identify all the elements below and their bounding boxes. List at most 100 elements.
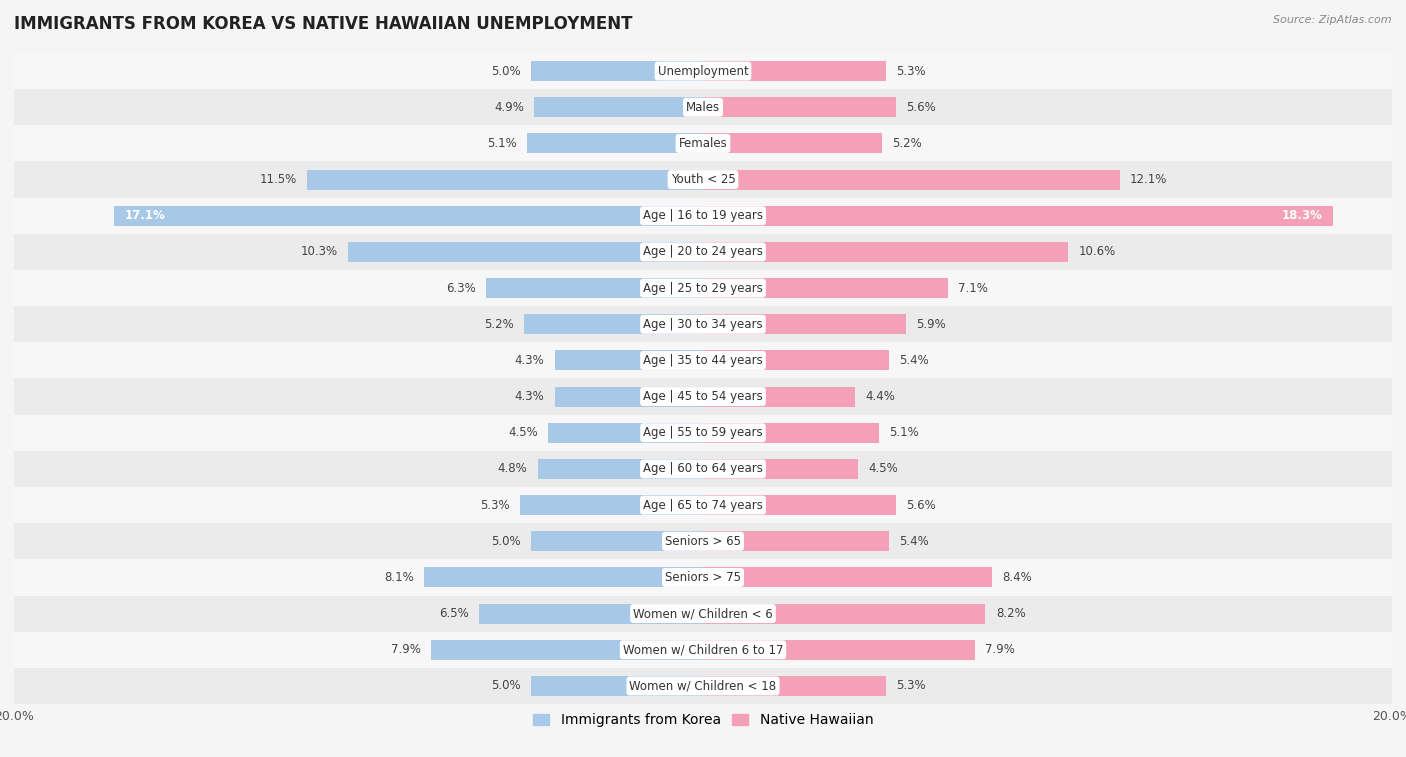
Bar <box>703 459 858 479</box>
Text: 5.6%: 5.6% <box>907 101 936 114</box>
Text: Females: Females <box>679 137 727 150</box>
Text: 5.6%: 5.6% <box>907 499 936 512</box>
Bar <box>14 270 1392 306</box>
Bar <box>703 676 886 696</box>
Text: 12.1%: 12.1% <box>1130 173 1167 186</box>
Bar <box>531 61 703 81</box>
Text: 7.1%: 7.1% <box>957 282 988 294</box>
Text: 4.8%: 4.8% <box>498 463 527 475</box>
Text: Age | 55 to 59 years: Age | 55 to 59 years <box>643 426 763 439</box>
Bar <box>430 640 703 659</box>
Text: 5.0%: 5.0% <box>491 680 520 693</box>
Text: Unemployment: Unemployment <box>658 64 748 77</box>
Text: Seniors > 75: Seniors > 75 <box>665 571 741 584</box>
Text: 6.5%: 6.5% <box>439 607 468 620</box>
Text: 7.9%: 7.9% <box>986 643 1015 656</box>
Text: 5.4%: 5.4% <box>900 534 929 548</box>
Bar <box>14 53 1392 89</box>
Text: 5.3%: 5.3% <box>896 64 925 77</box>
Text: 4.4%: 4.4% <box>865 390 894 403</box>
Bar <box>14 234 1392 270</box>
Text: 4.5%: 4.5% <box>869 463 898 475</box>
Bar <box>703 603 986 624</box>
Bar <box>527 133 703 154</box>
Text: 4.3%: 4.3% <box>515 354 544 367</box>
Bar <box>703 278 948 298</box>
Bar <box>14 198 1392 234</box>
Text: Age | 65 to 74 years: Age | 65 to 74 years <box>643 499 763 512</box>
Bar <box>703 495 896 515</box>
Bar <box>531 531 703 551</box>
Text: 5.9%: 5.9% <box>917 318 946 331</box>
Text: 18.3%: 18.3% <box>1282 209 1323 223</box>
Text: 4.3%: 4.3% <box>515 390 544 403</box>
Bar <box>703 423 879 443</box>
Bar <box>14 523 1392 559</box>
Bar <box>14 126 1392 161</box>
Text: 17.1%: 17.1% <box>124 209 165 223</box>
Bar <box>14 631 1392 668</box>
Text: 5.3%: 5.3% <box>481 499 510 512</box>
Text: 4.5%: 4.5% <box>508 426 537 439</box>
Bar <box>537 459 703 479</box>
Text: Age | 60 to 64 years: Age | 60 to 64 years <box>643 463 763 475</box>
Text: Youth < 25: Youth < 25 <box>671 173 735 186</box>
Text: Age | 35 to 44 years: Age | 35 to 44 years <box>643 354 763 367</box>
Text: Age | 16 to 19 years: Age | 16 to 19 years <box>643 209 763 223</box>
Bar <box>703 133 882 154</box>
Text: 5.1%: 5.1% <box>488 137 517 150</box>
Text: 5.1%: 5.1% <box>889 426 918 439</box>
Bar <box>14 415 1392 451</box>
Text: 7.9%: 7.9% <box>391 643 420 656</box>
Bar <box>703 61 886 81</box>
Text: Age | 20 to 24 years: Age | 20 to 24 years <box>643 245 763 258</box>
Bar <box>14 306 1392 342</box>
Bar <box>703 98 896 117</box>
Text: 5.4%: 5.4% <box>900 354 929 367</box>
Text: 5.2%: 5.2% <box>893 137 922 150</box>
Text: 5.2%: 5.2% <box>484 318 513 331</box>
Bar <box>479 603 703 624</box>
Bar <box>14 89 1392 126</box>
Bar <box>349 242 703 262</box>
Bar <box>14 487 1392 523</box>
Text: 4.9%: 4.9% <box>494 101 524 114</box>
Bar <box>114 206 703 226</box>
Text: 5.0%: 5.0% <box>491 534 520 548</box>
Text: 5.0%: 5.0% <box>491 64 520 77</box>
Bar <box>703 350 889 370</box>
Bar <box>555 350 703 370</box>
Text: Women w/ Children < 18: Women w/ Children < 18 <box>630 680 776 693</box>
Text: 8.2%: 8.2% <box>995 607 1025 620</box>
Text: Women w/ Children 6 to 17: Women w/ Children 6 to 17 <box>623 643 783 656</box>
Bar <box>14 596 1392 631</box>
Text: 8.4%: 8.4% <box>1002 571 1032 584</box>
Text: 6.3%: 6.3% <box>446 282 475 294</box>
Bar <box>703 568 993 587</box>
Text: Source: ZipAtlas.com: Source: ZipAtlas.com <box>1274 15 1392 25</box>
Text: Age | 30 to 34 years: Age | 30 to 34 years <box>643 318 763 331</box>
Bar <box>14 668 1392 704</box>
Bar <box>703 242 1069 262</box>
Bar <box>703 206 1333 226</box>
Legend: Immigrants from Korea, Native Hawaiian: Immigrants from Korea, Native Hawaiian <box>527 708 879 733</box>
Bar <box>486 278 703 298</box>
Bar <box>531 676 703 696</box>
Bar <box>14 451 1392 487</box>
Bar <box>703 314 907 334</box>
Bar <box>425 568 703 587</box>
Bar <box>703 170 1119 189</box>
Text: IMMIGRANTS FROM KOREA VS NATIVE HAWAIIAN UNEMPLOYMENT: IMMIGRANTS FROM KOREA VS NATIVE HAWAIIAN… <box>14 15 633 33</box>
Text: 5.3%: 5.3% <box>896 680 925 693</box>
Bar <box>307 170 703 189</box>
Text: 10.6%: 10.6% <box>1078 245 1116 258</box>
Bar <box>14 161 1392 198</box>
Bar <box>14 559 1392 596</box>
Bar <box>703 387 855 407</box>
Text: Seniors > 65: Seniors > 65 <box>665 534 741 548</box>
Text: Age | 45 to 54 years: Age | 45 to 54 years <box>643 390 763 403</box>
Bar <box>548 423 703 443</box>
Bar <box>703 531 889 551</box>
Bar <box>14 342 1392 378</box>
Bar <box>14 378 1392 415</box>
